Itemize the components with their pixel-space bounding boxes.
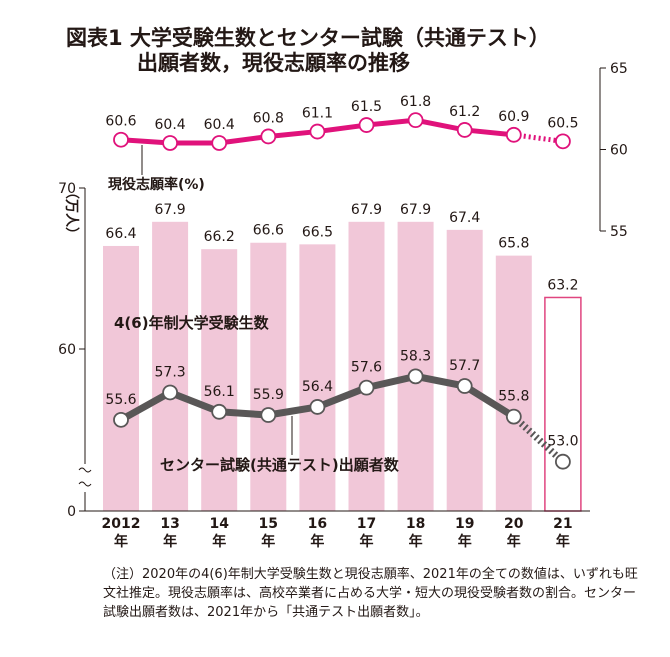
bar-value-label: 63.2 <box>547 277 578 293</box>
x-tick-label: 17 年 <box>357 516 376 550</box>
applicant-value-label: 57.6 <box>351 360 382 376</box>
right-axis-tick-label: 55 <box>610 224 628 240</box>
bar-series-label: 4(6)年制大学受験生数 <box>114 314 270 332</box>
rate-value-label: 60.5 <box>547 115 578 131</box>
rate-point <box>555 133 571 150</box>
left-axis-tick-label: 70 <box>58 181 76 197</box>
chart-title-line1: 図表1 大学受験生数とセンター試験（共通テスト） <box>66 26 550 50</box>
applicant-value-label: 56.1 <box>204 384 235 400</box>
applicant-value-label: 57.3 <box>155 364 186 380</box>
applicant-value-label: 55.6 <box>105 392 136 408</box>
x-tick-label: 18 年 <box>406 516 425 550</box>
left-axis-tick-label: 60 <box>58 342 76 358</box>
applicant-value-label: 56.4 <box>302 379 333 395</box>
right-axis-tick-label: 65 <box>610 61 628 77</box>
bar <box>348 221 385 511</box>
rate-point <box>162 135 179 151</box>
applicant-value-label: 53.0 <box>547 434 578 450</box>
bar-value-label: 66.5 <box>302 224 333 240</box>
bar-value-label: 67.4 <box>449 210 480 226</box>
x-tick-label: 20 年 <box>504 516 524 550</box>
bar-value-label: 66.2 <box>204 229 235 245</box>
x-tick-label: 13 年 <box>160 516 179 550</box>
right-axis-tick-label: 60 <box>610 143 628 159</box>
x-tick-label: 16 年 <box>308 516 327 550</box>
chart-footnote: （注）2020年の4(6)年制大学受験生数と現役志願率、2021年の全ての数値は… <box>103 567 638 620</box>
bar <box>250 242 287 512</box>
bar <box>152 221 189 511</box>
applicant-point <box>407 368 424 385</box>
x-tick-label: 2012 年 <box>102 516 141 550</box>
applicant-point <box>211 403 228 420</box>
rate-point <box>456 122 473 138</box>
rate-point <box>407 112 424 129</box>
rate-value-label: 61.8 <box>400 94 431 110</box>
rate-estimate-line <box>513 132 564 144</box>
rate-point <box>309 123 326 140</box>
rate-value-label: 61.5 <box>351 99 382 115</box>
bar-value-label: 67.9 <box>155 202 186 218</box>
bar <box>495 255 532 511</box>
applicant-point <box>309 399 326 415</box>
rate-point <box>358 117 375 133</box>
rate-value-label: 60.8 <box>253 110 284 126</box>
rate-point <box>260 128 277 145</box>
applicant-point <box>358 379 375 396</box>
bar <box>201 249 238 511</box>
rate-point <box>113 131 129 148</box>
applicant-point <box>162 384 179 401</box>
bar <box>299 244 336 511</box>
bar <box>397 221 434 511</box>
rate-point <box>505 126 522 143</box>
rate-point <box>211 135 228 151</box>
axis-break-mark <box>78 467 92 473</box>
applicant-point <box>456 378 473 394</box>
x-tick-label: 19 年 <box>455 516 474 550</box>
applicant-value-label: 55.8 <box>498 389 529 405</box>
bar-value-label: 65.8 <box>498 236 529 252</box>
applicant-value-label: 58.3 <box>400 348 431 364</box>
bar <box>103 245 139 511</box>
rate-value-label: 60.4 <box>155 117 186 133</box>
applicant-series-label: センター試験(共通テスト)出願者数 <box>160 456 400 474</box>
x-tick-label: 14 年 <box>209 516 229 550</box>
applicant-point <box>505 408 522 425</box>
rate-value-label: 60.9 <box>498 109 529 125</box>
bar <box>446 229 483 512</box>
rate-value-label: 60.4 <box>204 117 235 133</box>
bar <box>544 296 582 512</box>
x-tick-label: 21 年 <box>553 516 572 550</box>
chart-title-line2: 出願者数，現役志願率の推移 <box>137 51 410 75</box>
rate-value-label: 60.6 <box>105 114 136 130</box>
bar-value-label: 67.9 <box>351 202 382 218</box>
x-tick-label: 15 年 <box>259 516 278 550</box>
applicant-point <box>555 453 571 470</box>
applicant-estimate-line <box>511 414 566 465</box>
bar-value-label: 67.9 <box>400 202 431 218</box>
applicant-point <box>260 407 277 423</box>
left-axis-label: （万人） <box>63 185 80 241</box>
applicant-value-label: 55.9 <box>253 387 284 403</box>
applicant-point <box>113 411 129 428</box>
rate-value-label: 61.2 <box>449 104 480 120</box>
bar-value-label: 66.4 <box>105 226 136 242</box>
applicant-value-label: 57.7 <box>449 358 480 374</box>
rate-series-label: 現役志願率(%) <box>108 176 205 193</box>
left-axis-tick-label: 0 <box>67 504 76 520</box>
bar-value-label: 66.6 <box>253 223 284 239</box>
rate-value-label: 61.1 <box>302 106 333 122</box>
axis-break-mark <box>78 481 92 487</box>
